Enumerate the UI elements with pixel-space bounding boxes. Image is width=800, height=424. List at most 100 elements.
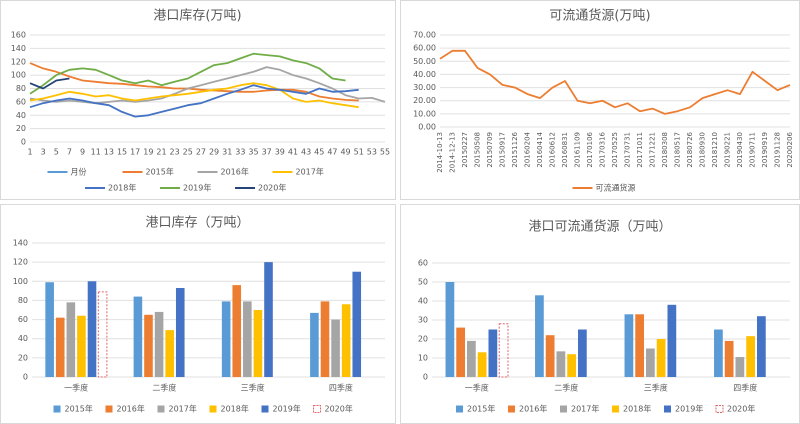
x-tick-label: 20151126: [511, 131, 519, 167]
y-tick-label: 160: [11, 31, 26, 40]
bar: [577, 329, 587, 377]
bar: [646, 348, 655, 377]
x-tick-label: 一季度: [465, 383, 489, 393]
y-tick-label: 140: [13, 239, 28, 248]
legend-swatch: [508, 405, 515, 413]
bar: [456, 327, 466, 377]
bar: [45, 282, 54, 377]
y-tick-label: 70.00: [413, 31, 436, 40]
legend-label: 2019年: [183, 183, 211, 193]
legend-swatch: [53, 405, 61, 413]
y-tick-label: 50.00: [413, 57, 436, 66]
x-tick-label: 11: [91, 148, 101, 157]
bar: [488, 329, 498, 377]
x-tick-label: 20171221: [649, 132, 657, 168]
x-tick-label: 31: [222, 148, 232, 157]
line-series: [29, 77, 70, 90]
bar: [477, 352, 487, 377]
panel: [400, 0, 800, 200]
line-series: [29, 62, 359, 102]
x-tick-label: 2014-12-13: [449, 132, 457, 173]
bar: [175, 287, 185, 377]
legend-swatch: [105, 405, 113, 413]
bar: [556, 351, 566, 377]
chart: 可流通货源(万吨) 0.00 10.00 20.00 30.00 40.00 50.00 60…: [413, 8, 794, 193]
bar: [264, 262, 273, 377]
panel: [0, 204, 396, 424]
x-tick-label: 29: [209, 148, 219, 157]
x-tick-label: 20190711: [749, 132, 757, 168]
x-tick-label: 20190430: [736, 132, 744, 168]
legend-label: 2015年: [65, 404, 93, 414]
chart: 港口库存（万吨） 0 20 40 60 80 100 120 140 一季度 二季度 三季度 四季度 20…: [13, 215, 385, 414]
x-tick-label: 45: [314, 148, 324, 157]
bar: [144, 314, 153, 377]
x-tick-label: 二季度: [152, 383, 176, 393]
bar: [253, 310, 263, 377]
y-tick-label: 100: [13, 277, 28, 286]
bar: [341, 304, 351, 377]
y-tick-label: 30.00: [413, 83, 436, 92]
x-tick-label: 20150508: [474, 132, 482, 168]
bar: [133, 296, 143, 377]
x-tick-label: 19: [143, 148, 153, 157]
line-series: [29, 84, 359, 118]
x-tick-label: 3: [41, 148, 46, 157]
legend-swatch: [560, 405, 567, 413]
x-tick-label: 三季度: [241, 383, 265, 393]
legend-swatch: [209, 405, 217, 413]
legend-label: 2018年: [221, 404, 249, 414]
legend-swatch: [715, 405, 724, 413]
bar: [656, 339, 666, 377]
bar: [467, 340, 476, 377]
x-tick-label: 51: [354, 148, 364, 157]
x-tick-label: 7: [67, 148, 72, 157]
legend-label: 2020年: [258, 183, 286, 193]
bar: [77, 315, 86, 377]
x-tick-label: 17: [130, 148, 140, 157]
bar: [165, 330, 174, 377]
legend-label: 2017年: [296, 167, 324, 177]
chart-title: 港口库存(万吨): [153, 8, 241, 24]
x-tick-label: 25: [183, 148, 193, 157]
legend-label: 2015年: [146, 167, 174, 177]
x-tick-label: 1: [27, 148, 32, 157]
y-tick-label: 10: [418, 354, 428, 363]
x-tick-label: 20170525: [611, 132, 619, 168]
x-tick-label: 四季度: [329, 383, 353, 393]
x-tick-label: 20170106: [586, 131, 594, 167]
x-tick-label: 20180930: [699, 132, 707, 168]
y-tick-label: 20: [418, 335, 428, 344]
y-tick-label: 100: [11, 71, 26, 80]
x-tick-label: 20190221: [724, 132, 732, 168]
bar: [567, 354, 576, 377]
y-tick-label: 120: [11, 57, 26, 66]
x-tick-label: 33: [235, 148, 245, 157]
x-tick-label: 20160414: [536, 131, 544, 167]
bar: [624, 314, 634, 377]
line-series: [439, 49, 791, 115]
bar: [756, 316, 766, 377]
legend-label: 2019年: [675, 404, 703, 414]
bar: [154, 311, 164, 377]
x-tick-label: 20181210: [711, 132, 719, 168]
legend-label: 2017年: [169, 404, 197, 414]
y-tick-label: 0.00: [418, 123, 436, 132]
bar: [545, 335, 555, 377]
y-tick-label: 60: [18, 315, 28, 324]
legend-label: 2016年: [221, 167, 249, 177]
bar: [498, 323, 509, 378]
x-tick-label: 20150917: [499, 132, 507, 168]
x-tick-label: 20160612: [549, 132, 557, 168]
chart: 港口可流通货源（万吨） 0 10 20 30 40 50 60 一季度 二季度 三季度 四季度 2015…: [418, 219, 790, 414]
legend-swatch: [157, 405, 165, 413]
y-tick-label: 40: [16, 111, 26, 120]
y-tick-label: 30: [418, 316, 428, 325]
chart-title: 港口库存（万吨）: [145, 215, 249, 231]
y-tick-label: 40.00: [413, 70, 436, 79]
x-tick-label: 20180517: [674, 132, 682, 168]
legend-swatch: [313, 405, 321, 413]
legend-swatch: [456, 405, 463, 413]
x-tick-label: 20200206: [786, 131, 794, 167]
x-tick-label: 41: [288, 148, 298, 157]
